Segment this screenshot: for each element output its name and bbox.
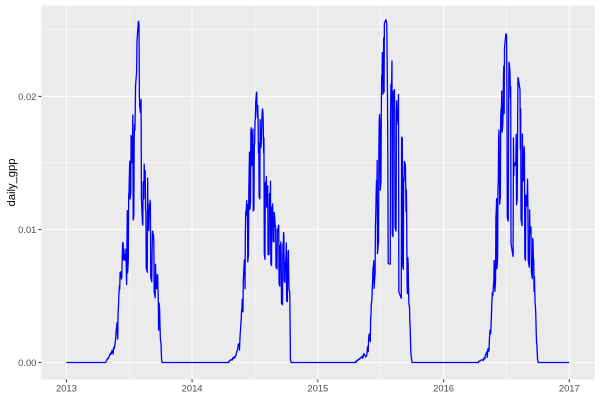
svg-text:2014: 2014 — [182, 382, 203, 393]
svg-text:0.02: 0.02 — [18, 91, 36, 102]
svg-text:2015: 2015 — [307, 382, 328, 393]
svg-text:0.00: 0.00 — [18, 357, 36, 368]
svg-text:2016: 2016 — [433, 382, 454, 393]
svg-text:2013: 2013 — [56, 382, 77, 393]
svg-text:0.01: 0.01 — [18, 224, 36, 235]
svg-text:daily_gpp: daily_gpp — [6, 159, 18, 207]
svg-text:2017: 2017 — [559, 382, 580, 393]
